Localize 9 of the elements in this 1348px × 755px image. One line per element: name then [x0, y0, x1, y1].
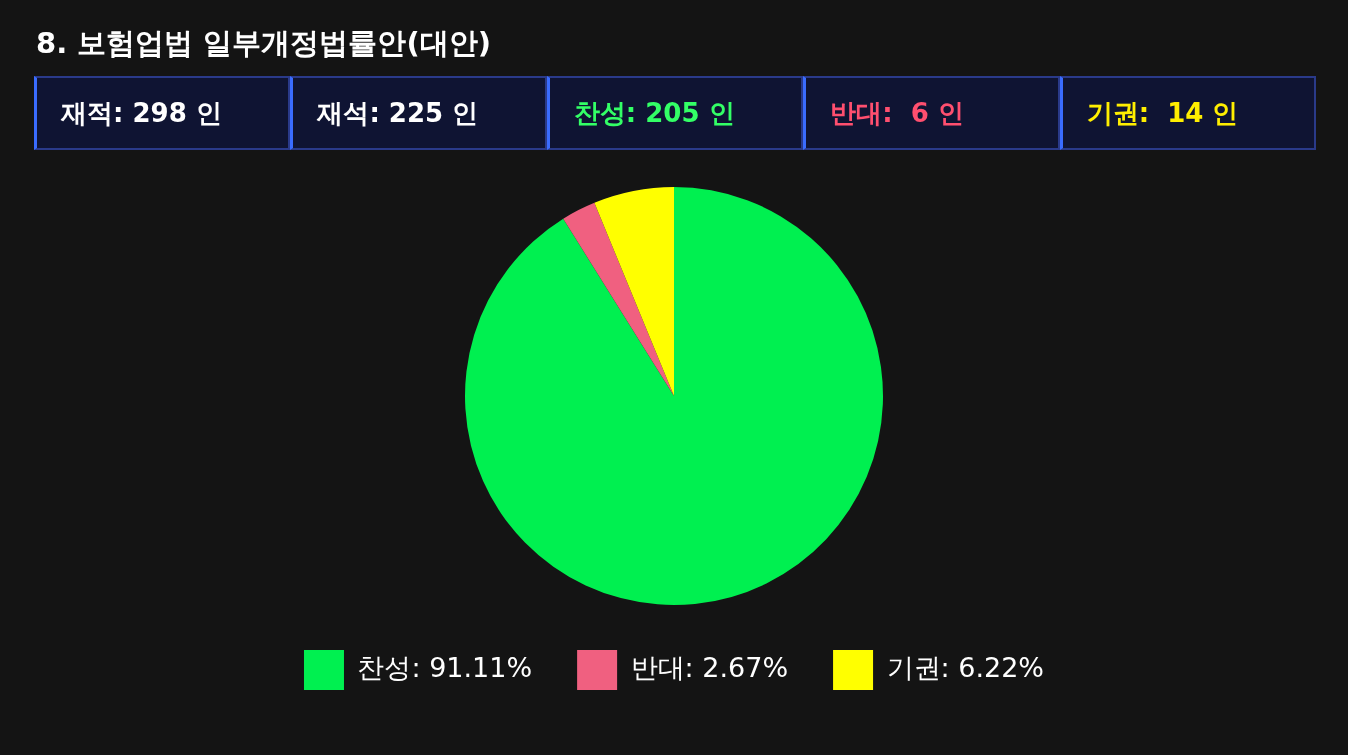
legend-label: 찬성: 91.11% [357, 652, 533, 684]
text: 재적: 298 인 [34, 76, 291, 150]
legend-label: 반대: 2.67% [630, 652, 789, 684]
text: 찬성: 205 인 [546, 76, 804, 150]
text: 반대: 6 인 [803, 76, 1060, 150]
chart-title: 8. 보험업법 일부개정법률안(대안) [36, 25, 491, 62]
text: 기권: 14 인 [1059, 76, 1317, 150]
legend-label: 기권: 6.22% [886, 652, 1045, 684]
text: 재석: 225 인 [290, 76, 547, 150]
